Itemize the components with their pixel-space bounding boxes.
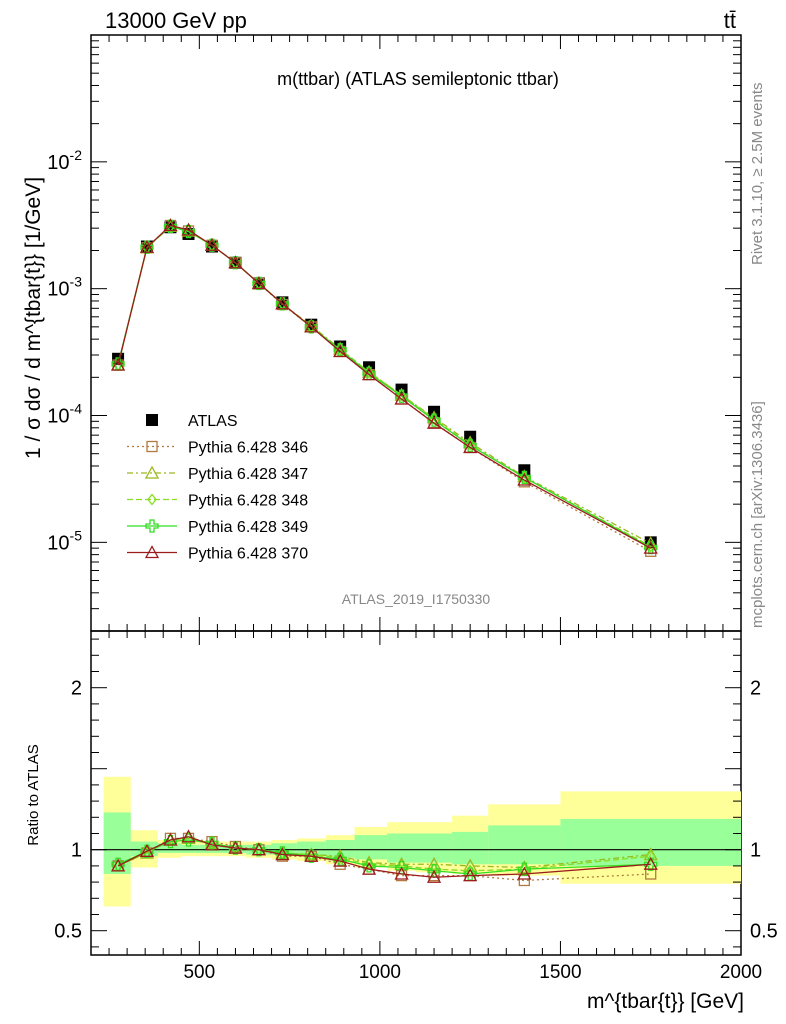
mc-point (645, 540, 656, 553)
ratio-point (335, 851, 345, 864)
legend-label: Pythia 6.428 348 (188, 493, 308, 510)
mc-point (251, 276, 267, 290)
legend-marker (144, 465, 160, 479)
mc-point (333, 343, 347, 357)
ratio-point (163, 832, 178, 846)
ratio-point (251, 842, 267, 856)
mc-point (110, 357, 126, 371)
ratio-y-tick-label-right: 2 (750, 678, 761, 700)
legend: ATLAS Pythia 6.428 346 Pythia 6.428 347 Pyt… (127, 413, 308, 563)
legend-marker (145, 519, 159, 533)
ratio-y-axis-label: Ratio to ATLAS (25, 744, 42, 845)
mc-point (361, 367, 377, 381)
mc-point (275, 296, 290, 310)
ratio-y-tick-label: 1 (71, 840, 82, 862)
ratio-series-4-line (117, 836, 651, 878)
ratio-y-tick-label: 0.5 (54, 921, 82, 943)
ratio-point (110, 858, 126, 872)
ratio-y-tick-label-right: 0.5 (750, 921, 778, 943)
mc-point (517, 470, 531, 485)
ratio-y-tick-label: 2 (71, 678, 82, 700)
main-y-axis-label: 1 / σ dσ / d m^{tbar{t}} [1/GeV] (22, 177, 45, 459)
mc-point (394, 391, 409, 405)
ratio-point (361, 861, 377, 875)
mc-point (517, 472, 532, 486)
y-tick-label: 10-3 (47, 274, 82, 301)
mcplots-reference-label: mcplots.cern.ch [arXiv:1306.3436] (749, 401, 766, 628)
ratio-point (139, 843, 155, 857)
ratio-point (463, 868, 478, 882)
ratio-point (645, 850, 656, 863)
ratio-point (306, 848, 317, 861)
ratio-series-1-line (117, 837, 651, 869)
ratio-series-2-line (117, 837, 651, 872)
ratio-point (394, 860, 409, 875)
ratio-point (429, 863, 439, 876)
legend-label: Pythia 6.428 346 (188, 440, 308, 457)
y-tick-label: 10-4 (47, 401, 82, 428)
main-axis-ticks: 10-5 10-4 10-3 10-2 (47, 34, 742, 632)
mc-point (181, 222, 196, 236)
ratio-series-layer (110, 829, 658, 887)
ratio-point (643, 856, 658, 870)
rivet-version-label: Rivet 3.1.10, ≥ 2.5M events (749, 83, 766, 266)
mc-point (304, 319, 319, 333)
ratio-point (426, 869, 442, 883)
series-5-line (117, 224, 652, 549)
mc-point (181, 224, 196, 239)
mc-point (163, 218, 178, 232)
mc-point (643, 536, 658, 550)
mc-point (333, 344, 348, 358)
ratio-point (517, 866, 532, 880)
x-tick-label: 500 (183, 962, 215, 983)
x-axis-label: m^{tbar{t}} [GeV] (587, 990, 744, 1013)
ratio-y-tick-label-right: 1 (750, 840, 761, 862)
mc-point (204, 237, 220, 251)
chart-title: m(ttbar) (ATLAS semileptonic ttbar) (277, 69, 559, 89)
header-energy-label: 13000 GeV pp (105, 8, 247, 33)
legend-label: Pythia 6.428 347 (188, 466, 308, 483)
mc-point (426, 415, 442, 429)
legend-marker (147, 493, 157, 506)
ratio-point (396, 859, 407, 872)
ratio-series-3-line (117, 839, 651, 875)
ratio-point (517, 862, 531, 876)
mc-point (643, 540, 658, 554)
legend-marker (146, 414, 158, 426)
inner-uncertainty-band (488, 825, 561, 865)
legend-label: Pythia 6.428 349 (188, 519, 308, 536)
ratio-axis-ticks: 500 1000 1500 2000 0.5 0.5 1 1 2 2 (54, 617, 778, 983)
ratio-point (275, 847, 290, 861)
x-tick-label: 1500 (539, 962, 581, 983)
x-tick-label: 1000 (359, 962, 401, 983)
inner-uncertainty-band (354, 835, 388, 860)
x-tick-label: 2000 (720, 962, 762, 983)
header-process-label: tt̄ (724, 8, 736, 33)
inner-uncertainty-band (221, 844, 247, 853)
ratio-point (181, 829, 196, 843)
ratio-point (333, 853, 348, 867)
ratio-point (204, 837, 220, 851)
legend-marker (146, 440, 158, 453)
y-tick-label: 10-2 (47, 147, 82, 174)
inner-uncertainty-band (181, 844, 200, 853)
y-tick-label: 10-5 (47, 527, 82, 554)
mc-point (396, 389, 407, 402)
inner-uncertainty-band (103, 812, 131, 874)
ratio-point (228, 840, 243, 854)
mc-point (463, 440, 478, 454)
legend-label: Pythia 6.428 370 (188, 546, 308, 563)
main-series-layer (110, 218, 658, 557)
ratio-point (304, 848, 319, 862)
analysis-watermark: ATLAS_2019_I1750330 (342, 591, 491, 607)
main-plot-frame (90, 34, 742, 632)
mc-point (228, 255, 243, 269)
legend-marker (144, 545, 160, 559)
mc-point (139, 239, 155, 253)
ratio-point (394, 866, 409, 880)
ratio-point (362, 859, 376, 873)
legend-label: ATLAS (188, 413, 238, 430)
